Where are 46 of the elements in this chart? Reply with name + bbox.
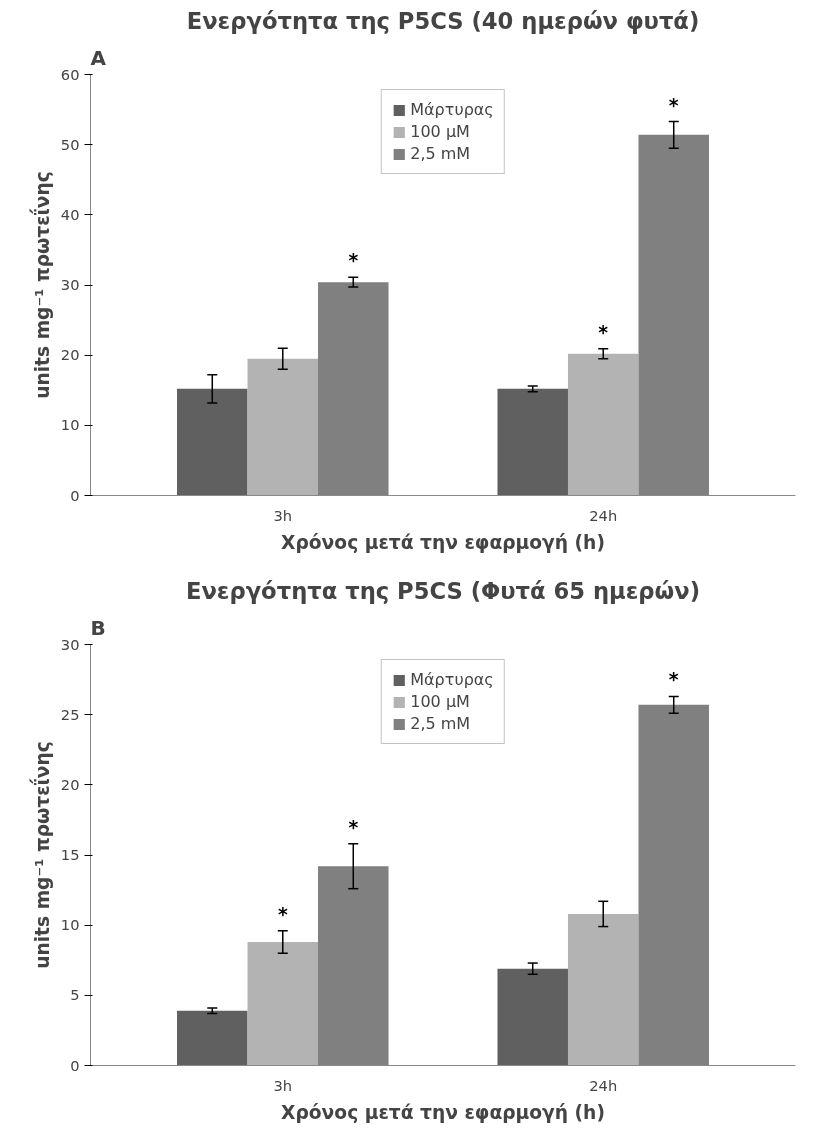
x-axis-title: Χρόνος μετά την εφαρμογή (h) <box>281 531 605 553</box>
y-tick-label: 15 <box>60 846 80 863</box>
y-axis-title: units mg⁻¹ πρωτεΐνης <box>28 171 53 399</box>
y-tick-label: 20 <box>60 775 80 793</box>
y-tick-label: 10 <box>60 916 80 934</box>
bar <box>497 388 568 496</box>
x-tick-label: 3h <box>273 1076 293 1094</box>
legend-label: 2,5 mM <box>410 144 471 163</box>
y-tick-label: 5 <box>70 986 80 1004</box>
x-tick-label: 24h <box>589 1076 618 1094</box>
text: B <box>90 615 106 640</box>
text: A <box>90 45 107 70</box>
y-tick-label: 50 <box>60 135 80 153</box>
x-tick-label: 24h <box>589 506 618 524</box>
data-label: * <box>668 669 679 691</box>
bar <box>177 388 248 496</box>
y-tick-label: 25 <box>60 705 80 723</box>
x-axis-title: Χρόνος μετά την εφαρμογή (h) <box>281 1101 605 1123</box>
data-label: * <box>598 321 609 343</box>
bar <box>247 358 319 496</box>
chart-title: Ενεργότητα της P5CS (40 ημερών φυτά) <box>186 7 700 34</box>
y-tick-label: 60 <box>60 65 80 83</box>
legend-label: 100 μM <box>410 122 470 141</box>
legend-label: Μάρτυρας <box>410 100 494 119</box>
legend-label: 100 μM <box>410 692 470 711</box>
bar <box>497 968 568 1066</box>
data-label: * <box>348 250 359 272</box>
bar <box>567 913 639 1066</box>
y-tick-label: 20 <box>60 346 80 364</box>
y-axis-title: units mg⁻¹ πρωτεΐνης <box>28 741 53 969</box>
bar <box>567 353 639 496</box>
bar <box>247 942 319 1066</box>
y-tick-label: 40 <box>60 205 80 223</box>
x-tick-label: 3h <box>273 506 293 524</box>
y-tick-label: 0 <box>70 1056 80 1074</box>
y-tick-label: 0 <box>70 486 80 504</box>
legend-label: Μάρτυρας <box>410 670 494 689</box>
data-label: * <box>277 903 288 925</box>
y-tick-label: 30 <box>60 276 80 293</box>
legend-label: 2,5 mM <box>410 714 471 733</box>
y-tick-label: 10 <box>60 416 80 434</box>
data-label: * <box>348 816 359 838</box>
bar <box>177 1010 248 1066</box>
y-tick-label: 30 <box>60 635 80 653</box>
data-label: * <box>668 94 679 116</box>
chart-title: Ενεργότητα της P5CS (Φυτά 65 ημερών) <box>185 577 701 604</box>
